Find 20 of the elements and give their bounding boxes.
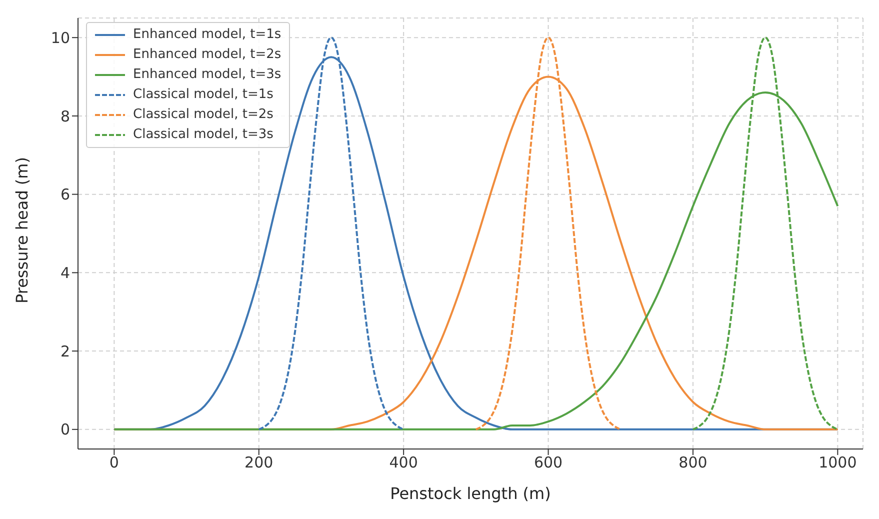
y-tick-label: 2 [60, 342, 70, 360]
y-tick-label: 8 [60, 107, 70, 126]
x-tick-label: 400 [389, 454, 418, 472]
y-tick-label: 4 [60, 264, 70, 282]
legend-label: Enhanced model, t=1s [133, 26, 282, 44]
y-axis-title: Pressure head (m) [12, 156, 32, 304]
x-tick-label: 600 [534, 454, 563, 472]
x-tick-label: 0 [109, 454, 119, 472]
y-tick-label: 0 [60, 420, 70, 439]
x-tick-label: 200 [244, 454, 274, 472]
x-tick-label: 800 [678, 454, 708, 472]
legend-label: Enhanced model, t=3s [133, 66, 282, 84]
legend-label: Enhanced model, t=2s [133, 46, 282, 64]
y-tick-label: 10 [50, 28, 70, 47]
legend-label: Classical model, t=1s [133, 86, 274, 104]
y-tick-label: 6 [60, 186, 70, 204]
x-tick-label: 1000 [818, 454, 857, 472]
legend-label: Classical model, t=3s [133, 126, 274, 144]
x-axis-title: Penstock length (m) [390, 484, 551, 503]
legend-label: Classical model, t=2s [133, 106, 274, 124]
